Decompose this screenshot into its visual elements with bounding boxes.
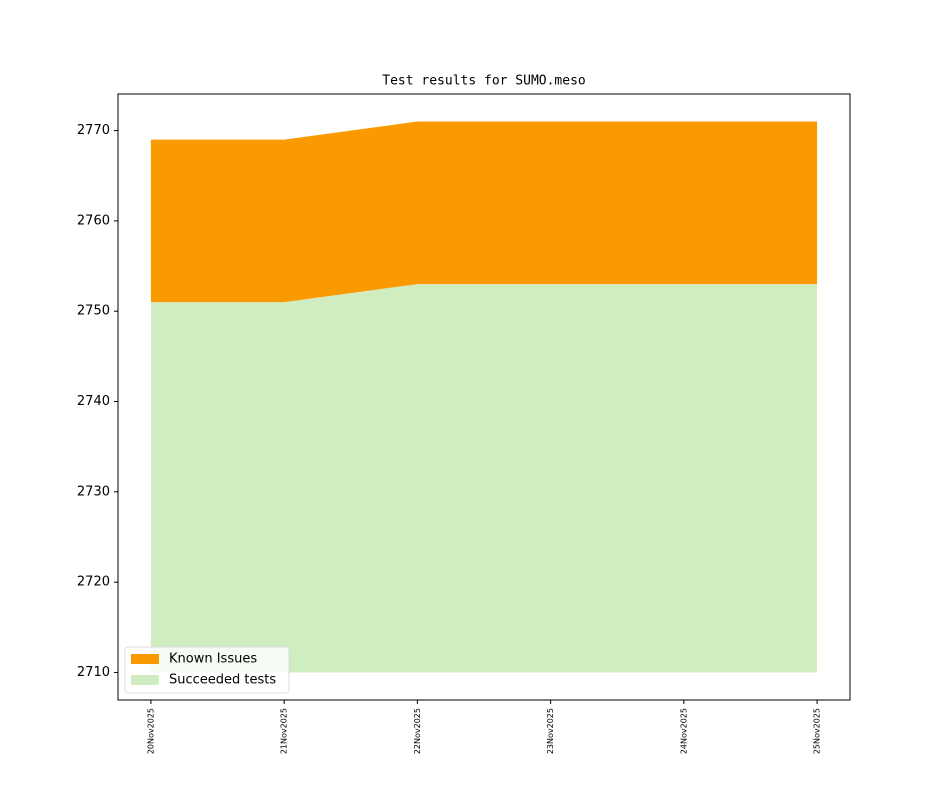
y-tick-label: 2710 bbox=[77, 665, 110, 680]
chart-title: Test results for SUMO.meso bbox=[382, 74, 586, 89]
y-tick-label: 2740 bbox=[77, 394, 110, 409]
x-tick-label: 24Nov2025 bbox=[679, 708, 688, 754]
legend-swatch bbox=[131, 654, 159, 664]
x-tick-label: 25Nov2025 bbox=[813, 708, 822, 754]
x-tick-label: 22Nov2025 bbox=[413, 708, 422, 754]
legend: Known Issues Succeeded tests bbox=[124, 646, 290, 694]
legend-label: Succeeded tests bbox=[169, 673, 276, 688]
x-tick-label: 20Nov2025 bbox=[146, 708, 155, 754]
area bbox=[150, 284, 818, 673]
legend-label: Known Issues bbox=[169, 652, 257, 667]
plot-frame bbox=[117, 93, 851, 701]
y-tick-label: 2760 bbox=[77, 213, 110, 228]
area bbox=[150, 121, 818, 303]
legend-box bbox=[124, 646, 290, 694]
x-tick-label: 23Nov2025 bbox=[546, 708, 555, 754]
y-tick-label: 2720 bbox=[77, 575, 110, 590]
legend-swatch bbox=[131, 675, 159, 685]
y-tick-label: 2770 bbox=[77, 123, 110, 138]
x-tick-label: 21Nov2025 bbox=[280, 708, 289, 754]
y-tick-label: 2750 bbox=[77, 304, 110, 319]
y-tick-label: 2730 bbox=[77, 484, 110, 499]
